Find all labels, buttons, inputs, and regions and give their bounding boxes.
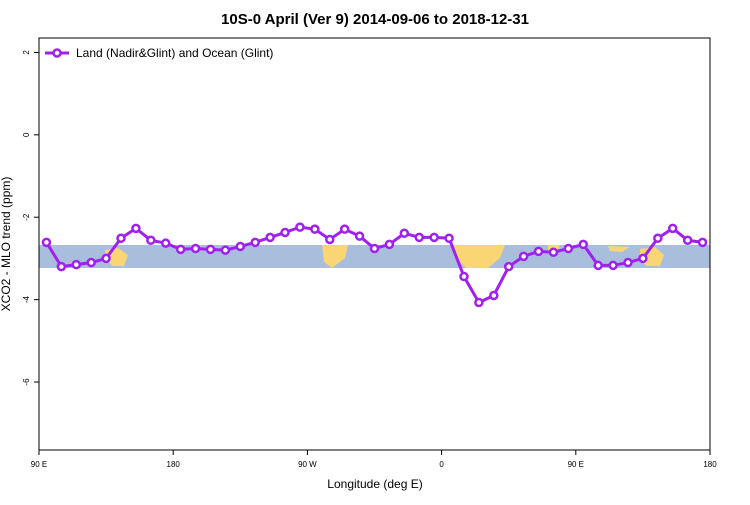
data-point [86,257,96,268]
data-point [116,233,126,243]
land [608,246,630,252]
data-point [667,223,678,234]
x-tick-label: 180 [703,460,717,469]
data-point [280,227,290,238]
data-point [101,253,111,264]
x-tick-label: 90 E [31,460,47,469]
data-point [518,251,529,262]
data-point [429,232,439,243]
data-point [623,257,633,268]
y-tick-label: 0 [22,132,31,137]
data-point [578,239,589,250]
data-point [325,234,335,245]
data-point [339,224,350,234]
data-point [235,241,246,252]
data-point [503,261,514,272]
x-tick-label: 0 [439,460,444,469]
data-point [220,245,231,255]
legend-label: Land (Nadir&Glint) and Ocean (Glint) [76,46,273,60]
data-point [205,244,216,255]
data-point [71,259,82,270]
data-point [608,260,618,271]
data-point [295,222,305,232]
data-point [56,261,67,272]
data-point [146,235,156,246]
data-point [384,239,395,250]
data-point [190,243,201,254]
data-point [548,247,559,257]
land [452,245,505,268]
data-point [414,232,424,243]
x-tick-label: 90 W [298,460,317,469]
data-point [250,237,260,248]
x-tick-label: 180 [167,460,181,469]
y-tick-label: 2 [22,50,31,55]
data-point [369,243,380,254]
data-point [697,237,708,248]
y-tick-label: -4 [22,296,31,304]
data-point [638,253,648,264]
data-point [265,232,275,243]
data-point [131,223,141,234]
x-tick-label: 90 E [568,460,584,469]
data-point [653,233,663,243]
data-point [459,271,469,282]
chart-title: 10S-0 April (Ver 9) 2014-09-06 to 2018-1… [221,11,529,28]
data-point [160,238,171,248]
data-point [354,231,365,241]
data-point [533,246,544,257]
y-tick-label: -2 [22,213,31,221]
data-point [474,297,484,308]
land [322,245,348,268]
legend-marker [52,48,62,58]
x-axis-label: Longitude (deg E) [327,477,422,491]
data-point [489,290,499,301]
data-point [444,233,454,243]
plot-frame [38,37,711,451]
data-point [563,243,574,254]
y-tick-label: -6 [22,378,31,386]
data-point [175,244,186,255]
data-point [41,237,52,248]
data-point [399,228,410,239]
data-point [593,260,603,271]
data-point [310,224,320,234]
y-axis-label: XCO2 - MLO trend (ppm) [0,177,13,312]
data-point [682,235,693,246]
